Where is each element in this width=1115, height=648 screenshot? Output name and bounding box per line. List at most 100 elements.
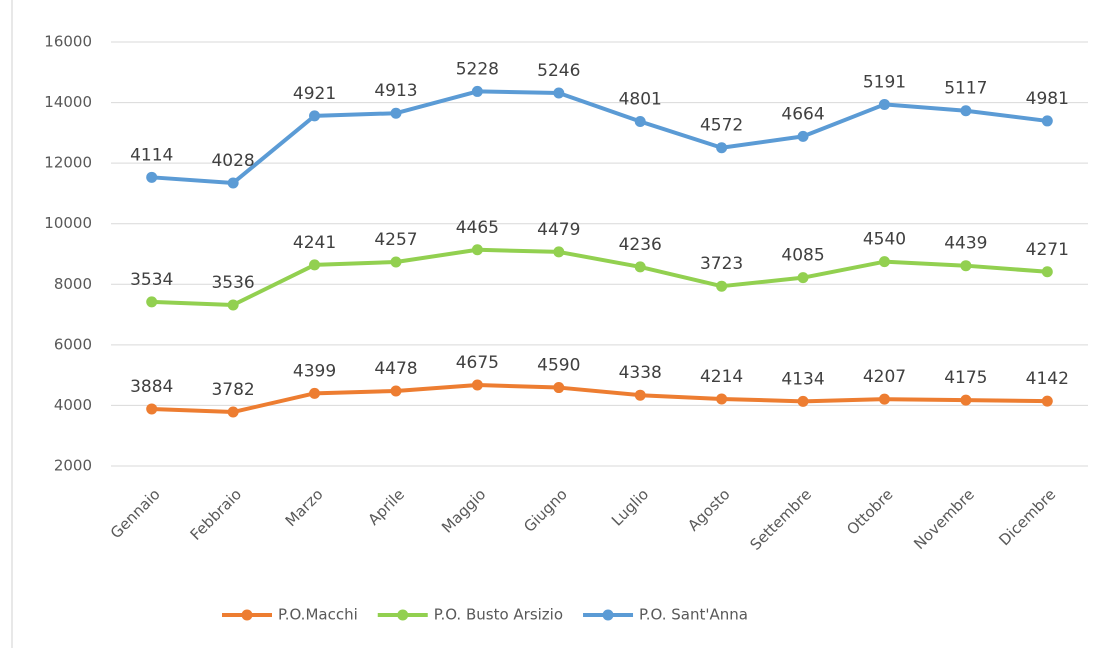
y-tick-label: 6000 bbox=[54, 335, 92, 353]
point bbox=[1041, 266, 1053, 278]
legend-marker bbox=[241, 609, 253, 621]
data-label: 4465 bbox=[456, 218, 499, 238]
legend-label: P.O.Macchi bbox=[278, 606, 358, 624]
point bbox=[390, 107, 402, 119]
y-tick-label: 12000 bbox=[44, 154, 92, 172]
line bbox=[151, 247, 1048, 307]
data-label: 4207 bbox=[863, 367, 906, 387]
point bbox=[797, 395, 809, 407]
x-tick-label: Settembre bbox=[746, 485, 815, 554]
data-label: 4134 bbox=[781, 369, 824, 389]
point bbox=[390, 256, 402, 268]
chart-border bbox=[11, 0, 13, 648]
data-label: 5246 bbox=[537, 61, 580, 81]
x-tick-label: Giugno bbox=[520, 485, 571, 536]
point bbox=[1041, 395, 1053, 407]
line bbox=[151, 89, 1048, 185]
point bbox=[716, 142, 728, 154]
x-tick-label: Febbraio bbox=[187, 485, 246, 544]
data-label: 5191 bbox=[863, 72, 906, 92]
data-label: 4236 bbox=[619, 235, 662, 255]
line bbox=[151, 382, 1048, 415]
point bbox=[309, 259, 321, 271]
point bbox=[716, 393, 728, 405]
y-tick-label: 2000 bbox=[54, 457, 92, 475]
data-label: 4675 bbox=[456, 353, 499, 373]
data-label: 3884 bbox=[130, 377, 173, 397]
point bbox=[227, 299, 239, 311]
data-label: 5228 bbox=[456, 59, 499, 79]
data-label: 4540 bbox=[863, 230, 906, 250]
x-tick-label: Ottobre bbox=[843, 485, 896, 538]
x-tick-label: Maggio bbox=[438, 485, 489, 536]
point bbox=[878, 393, 890, 405]
point bbox=[146, 171, 158, 183]
point bbox=[960, 105, 972, 117]
data-label: 3534 bbox=[130, 270, 173, 290]
data-label: 4114 bbox=[130, 145, 173, 165]
data-label: 3782 bbox=[211, 380, 254, 400]
x-tick-label: Aprile bbox=[364, 485, 407, 528]
legend: P.O.Macchi P.O. Busto Arsizio P.O. Sant'An… bbox=[222, 606, 748, 624]
data-label: 5117 bbox=[944, 79, 987, 99]
point bbox=[960, 394, 972, 406]
data-label: 4271 bbox=[1026, 240, 1069, 260]
point bbox=[227, 177, 239, 189]
data-label: 3536 bbox=[211, 273, 254, 293]
point bbox=[146, 296, 158, 308]
point bbox=[471, 379, 483, 391]
point bbox=[878, 256, 890, 268]
data-label: 4175 bbox=[944, 368, 987, 388]
point bbox=[1041, 115, 1053, 127]
point bbox=[309, 387, 321, 399]
data-label: 4478 bbox=[374, 359, 417, 379]
point bbox=[878, 98, 890, 110]
point bbox=[716, 280, 728, 292]
point bbox=[553, 87, 565, 99]
point bbox=[390, 385, 402, 397]
x-tick-label: Novembre bbox=[910, 485, 978, 553]
data-label: 4085 bbox=[781, 246, 824, 266]
data-label: 4572 bbox=[700, 116, 743, 136]
data-label: 4399 bbox=[293, 361, 336, 381]
x-tick-label: Marzo bbox=[282, 485, 327, 530]
y-tick-label: 8000 bbox=[54, 275, 92, 293]
data-label: 4981 bbox=[1026, 89, 1069, 109]
data-label: 4921 bbox=[293, 84, 336, 104]
y-tick-label: 16000 bbox=[44, 33, 92, 51]
x-tick-label: Luglio bbox=[608, 485, 652, 529]
point bbox=[634, 116, 646, 127]
data-label: 4338 bbox=[619, 363, 662, 383]
point bbox=[634, 389, 646, 401]
point bbox=[471, 85, 483, 97]
point bbox=[146, 403, 158, 415]
legend-marker bbox=[397, 609, 409, 621]
data-label: 4479 bbox=[537, 220, 580, 240]
data-label: 3723 bbox=[700, 254, 743, 274]
data-label: 4439 bbox=[944, 234, 987, 254]
data-label: 4664 bbox=[781, 104, 824, 124]
point bbox=[553, 246, 565, 258]
y-tick-label: 10000 bbox=[44, 214, 92, 232]
point bbox=[471, 244, 483, 256]
point bbox=[553, 382, 565, 394]
point bbox=[309, 110, 321, 122]
x-tick-label: Gennaio bbox=[107, 485, 164, 542]
legend-label: P.O. Sant'Anna bbox=[639, 606, 748, 624]
data-label: 4241 bbox=[293, 233, 336, 253]
data-label: 4028 bbox=[211, 151, 254, 171]
point bbox=[960, 260, 972, 272]
point bbox=[227, 406, 239, 418]
legend-label: P.O. Busto Arsizio bbox=[434, 606, 563, 624]
data-label: 4801 bbox=[619, 90, 662, 110]
legend-marker bbox=[602, 609, 614, 621]
data-label: 4257 bbox=[374, 230, 417, 250]
data-label: 4142 bbox=[1026, 369, 1069, 389]
data-label: 4214 bbox=[700, 367, 743, 387]
x-tick-label: Agosto bbox=[684, 485, 733, 534]
point bbox=[797, 272, 809, 284]
x-tick-label: Dicembre bbox=[995, 485, 1059, 549]
point bbox=[634, 261, 646, 273]
point bbox=[797, 130, 809, 142]
